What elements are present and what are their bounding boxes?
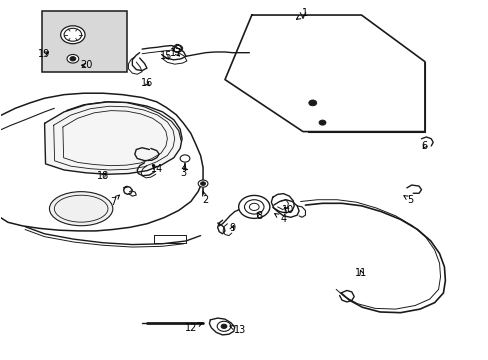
Text: 11: 11 — [355, 268, 367, 278]
Text: 16: 16 — [141, 78, 153, 88]
Text: 4: 4 — [274, 213, 286, 224]
Circle shape — [308, 100, 316, 106]
Circle shape — [180, 155, 189, 162]
Polygon shape — [224, 15, 424, 132]
Circle shape — [319, 120, 325, 125]
Circle shape — [200, 182, 205, 185]
Text: 5: 5 — [403, 195, 412, 205]
Circle shape — [61, 26, 85, 44]
Text: 18: 18 — [97, 171, 109, 181]
Text: 2: 2 — [202, 192, 208, 205]
Text: 7: 7 — [109, 195, 119, 207]
Text: 6: 6 — [421, 141, 427, 151]
Text: 13: 13 — [229, 325, 245, 335]
Circle shape — [67, 54, 79, 63]
Text: 12: 12 — [184, 323, 202, 333]
Circle shape — [70, 57, 76, 61]
Circle shape — [221, 324, 226, 328]
Ellipse shape — [49, 192, 113, 226]
Text: 19: 19 — [38, 49, 50, 59]
Text: 17: 17 — [170, 48, 182, 58]
Text: 9: 9 — [229, 224, 235, 233]
Text: 1: 1 — [296, 8, 308, 19]
Text: 8: 8 — [256, 211, 262, 221]
FancyBboxPatch shape — [42, 12, 127, 72]
Polygon shape — [0, 93, 203, 231]
Text: 3: 3 — [180, 165, 186, 178]
Circle shape — [249, 203, 259, 211]
Circle shape — [217, 321, 230, 331]
Circle shape — [198, 180, 207, 187]
Text: 14: 14 — [150, 164, 163, 174]
Circle shape — [238, 195, 269, 219]
Text: 10: 10 — [282, 206, 294, 216]
Polygon shape — [44, 102, 182, 174]
Text: 20: 20 — [80, 60, 92, 70]
Text: 15: 15 — [160, 51, 172, 61]
